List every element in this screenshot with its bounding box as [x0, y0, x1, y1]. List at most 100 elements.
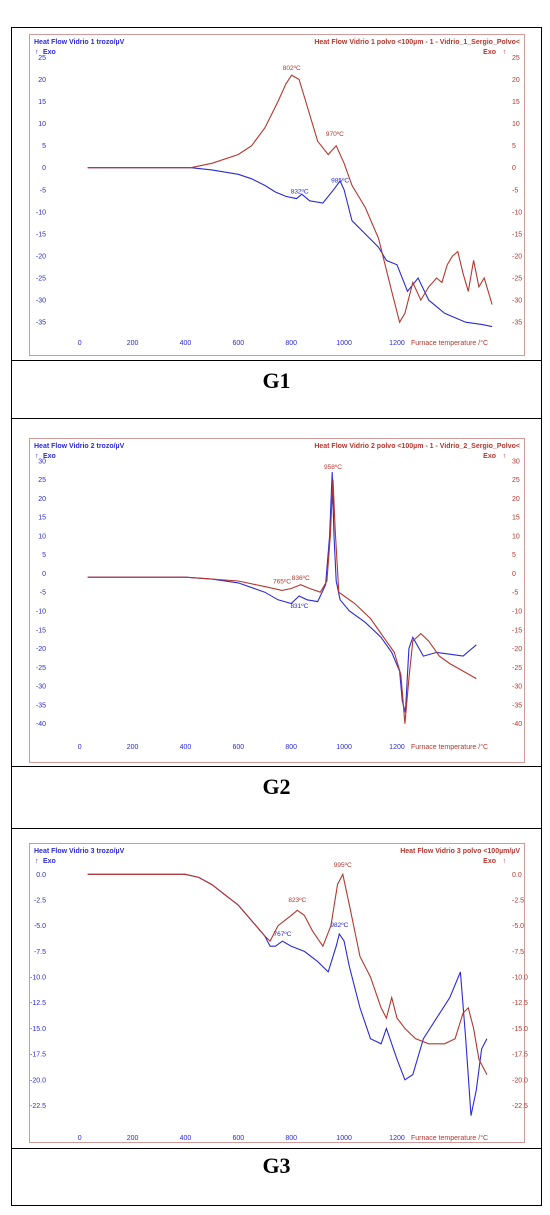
x-tick-label: 200: [127, 1135, 139, 1142]
chart-g2-svg: Heat Flow Vidrio 2 trozo/µV Heat Flow Vid…: [34, 443, 522, 751]
peak-annotation: 823ºC: [288, 897, 306, 904]
x-tick-label: 800: [285, 340, 297, 347]
x-tick-label: 200: [127, 340, 139, 347]
y-tick-label-left: -20: [36, 253, 46, 260]
left-axis-label: Heat Flow Vidrio 3 trozo/µV: [34, 848, 125, 855]
x-tick-label: 600: [233, 744, 245, 751]
y-tick-label-left: 0: [42, 571, 46, 578]
y-tick-label-right: 15: [512, 515, 520, 522]
y-tick-label-left: 5: [42, 552, 46, 559]
peak-annotation: 985ºC: [331, 177, 349, 184]
y-tick-label-left: -7.5: [34, 949, 46, 956]
y-tick-label-right: 5: [512, 143, 516, 150]
row-divider: [12, 360, 541, 361]
series-line-trozo: [87, 167, 493, 328]
exo-label-right: Exo: [483, 858, 496, 865]
y-tick-label-left: 25: [38, 55, 46, 62]
peak-annotation: 831ºC: [290, 603, 308, 610]
exo-label-left: Exo: [43, 49, 56, 56]
y-tick-label-left: -17.5: [30, 1052, 46, 1059]
y-tick-label-right: -10: [512, 209, 522, 216]
caption-g1: G1: [262, 368, 291, 393]
y-tick-label-right: -30: [512, 298, 522, 305]
series-line-trozo: [87, 873, 488, 1116]
y-tick-label-right: 20: [512, 496, 520, 503]
y-tick-label-left: 15: [38, 515, 46, 522]
peak-annotation: 836ºC: [292, 575, 310, 582]
y-tick-label-left: -2.5: [34, 898, 46, 905]
chart-g3: Heat Flow Vidrio 3 trozo/µV Heat Flow Vid…: [29, 843, 528, 1143]
chart-g1: Heat Flow Vidrio 1 trozo/µV Heat Flow Vid…: [29, 34, 525, 356]
exo-label-right: Exo: [483, 49, 496, 56]
y-tick-label-left: -25: [36, 276, 46, 283]
caption-g2: G2: [262, 774, 291, 799]
exo-arrow-left-icon: ↑: [35, 453, 39, 460]
y-tick-label-left: 20: [38, 77, 46, 84]
y-tick-label-right: -5.0: [512, 923, 524, 930]
x-tick-label: 0: [78, 1135, 82, 1142]
y-tick-label-right: -17.5: [512, 1052, 528, 1059]
right-axis-label: Heat Flow Vidrio 2 polvo <100µm - 1 - Vi…: [314, 443, 520, 450]
y-tick-label-right: 10: [512, 121, 520, 128]
exo-label-right: Exo: [483, 453, 496, 460]
y-tick-label-left: 15: [38, 99, 46, 106]
y-tick-label-left: 0.0: [36, 872, 46, 879]
x-tick-label: 600: [233, 1135, 245, 1142]
y-tick-label-left: -10: [36, 609, 46, 616]
series-line-polvo: [87, 74, 493, 324]
peak-annotation: 767ºC: [274, 931, 292, 938]
left-axis-label: Heat Flow Vidrio 1 trozo/µV: [34, 39, 125, 46]
y-tick-label-left: -15.0: [30, 1026, 46, 1033]
y-tick-label-left: -20: [36, 646, 46, 653]
y-tick-label-left: -25: [36, 665, 46, 672]
x-axis-label: Furnace temperature /°C: [411, 339, 488, 347]
y-tick-label-left: 0: [42, 165, 46, 172]
exo-arrow-left-icon: ↑: [35, 49, 39, 56]
peak-annotation: 832ºC: [291, 188, 309, 195]
x-tick-label: 800: [285, 1135, 297, 1142]
x-tick-label: 1000: [336, 1135, 352, 1142]
y-tick-label-right: -10.0: [512, 975, 528, 982]
y-tick-label-right: -7.5: [512, 949, 524, 956]
peak-annotation: 982ºC: [330, 922, 348, 929]
y-tick-label-left: 20: [38, 496, 46, 503]
x-tick-label: 1000: [336, 744, 352, 751]
y-tick-label-left: -5.0: [34, 923, 46, 930]
y-tick-label-left: -22.5: [30, 1103, 46, 1110]
y-tick-label-left: 10: [38, 533, 46, 540]
exo-arrow-right-icon: ↑: [503, 858, 507, 865]
series-line-trozo: [87, 471, 477, 713]
y-tick-label-left: 30: [38, 458, 46, 465]
y-tick-label-left: -15: [36, 231, 46, 238]
y-tick-label-right: 15: [512, 99, 520, 106]
x-tick-label: 1200: [389, 744, 405, 751]
x-tick-label: 1200: [389, 340, 405, 347]
chart-g2: Heat Flow Vidrio 2 trozo/µV Heat Flow Vid…: [29, 438, 525, 763]
y-tick-label-right: -12.5: [512, 1000, 528, 1007]
y-tick-label-left: -5: [40, 187, 46, 194]
right-axis-label: Heat Flow Vidrio 1 polvo <100µm - 1 - Vi…: [314, 39, 520, 46]
y-tick-label-right: -25: [512, 665, 522, 672]
y-tick-label-right: 0: [512, 571, 516, 578]
chart-g1-svg: Heat Flow Vidrio 1 trozo/µV Heat Flow Vid…: [34, 39, 522, 347]
x-axis-label: Furnace temperature /°C: [411, 1134, 488, 1142]
y-tick-label-right: -22.5: [512, 1103, 528, 1110]
y-tick-label-right: -15: [512, 231, 522, 238]
row-divider: [12, 418, 541, 419]
exo-arrow-right-icon: ↑: [503, 49, 507, 56]
peak-annotation: 765ºC: [273, 579, 291, 586]
peak-annotation: 802ºC: [283, 65, 301, 72]
x-tick-label: 800: [285, 744, 297, 751]
y-tick-label-left: 25: [38, 477, 46, 484]
y-tick-label-right: 10: [512, 533, 520, 540]
y-tick-label-right: -25: [512, 276, 522, 283]
y-tick-label-right: -30: [512, 684, 522, 691]
y-tick-label-left: -20.0: [30, 1077, 46, 1084]
caption-g3: G3: [262, 1153, 291, 1178]
x-tick-label: 1000: [336, 340, 352, 347]
y-tick-label-right: 0.0: [512, 872, 522, 879]
left-axis-label: Heat Flow Vidrio 2 trozo/µV: [34, 443, 125, 450]
y-tick-label-right: -40: [512, 721, 522, 728]
y-tick-label-right: -20: [512, 253, 522, 260]
y-tick-label-right: 25: [512, 55, 520, 62]
